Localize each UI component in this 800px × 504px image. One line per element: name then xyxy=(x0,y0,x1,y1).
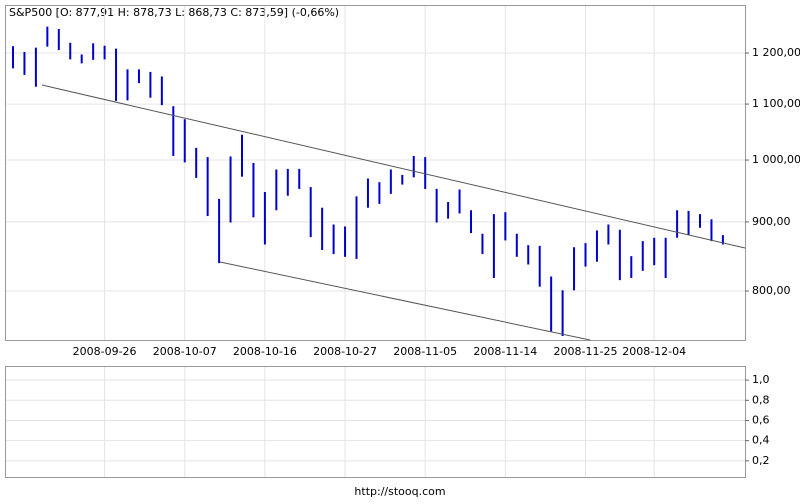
y-tick-label: 1 200,00 xyxy=(752,46,800,59)
y-tick-label: 800,00 xyxy=(752,284,791,297)
chart-title: S&P500 [O: 877,91 H: 878,73 L: 868,73 C:… xyxy=(9,6,339,19)
main-panel xyxy=(5,5,746,341)
x-tick-label: 2008-10-16 xyxy=(233,345,297,358)
trend-line xyxy=(219,261,591,341)
lower-panel xyxy=(5,366,746,478)
x-tick-label: 2008-12-04 xyxy=(622,345,686,358)
source: http://stooq.com xyxy=(354,485,445,498)
x-tick-label: 2008-09-26 xyxy=(73,345,137,358)
y-tick-label: 1,0 xyxy=(752,373,770,386)
y-tick-label: 0,6 xyxy=(752,413,770,426)
x-tick-label: 2008-11-25 xyxy=(554,345,618,358)
y-tick-label: 1 100,00 xyxy=(752,97,800,110)
y-tick-label: 900,00 xyxy=(752,215,791,228)
y-tick-label: 1 000,00 xyxy=(752,153,800,166)
y-tick-label: 0,2 xyxy=(752,454,770,467)
y-tick-label: 0,4 xyxy=(752,434,770,447)
x-tick-label: 2008-11-14 xyxy=(473,345,537,358)
x-tick-label: 2008-10-07 xyxy=(153,345,217,358)
x-tick-label: 2008-11-05 xyxy=(393,345,457,358)
y-tick-label: 0,8 xyxy=(752,393,770,406)
trend-line xyxy=(41,84,746,249)
x-tick-label: 2008-10-27 xyxy=(313,345,377,358)
